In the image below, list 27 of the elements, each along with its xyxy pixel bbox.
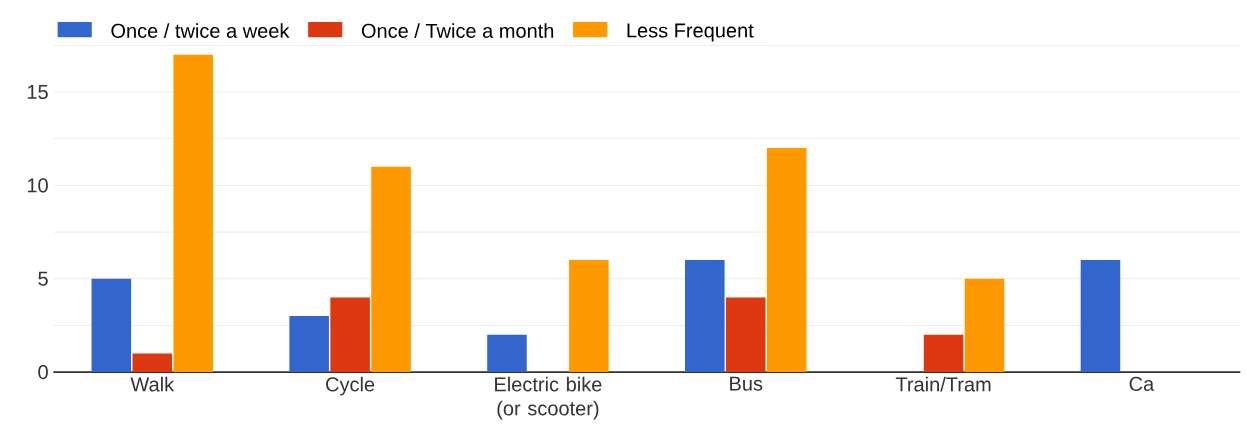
y-tick-label: 5 (38, 271, 48, 286)
bar (487, 334, 527, 372)
x-tick-label: Ca (1129, 376, 1155, 391)
y-tick-label: 15 (27, 84, 48, 99)
bar (766, 147, 807, 372)
x-tick-label: Walk (130, 376, 175, 392)
bar (685, 259, 725, 372)
bar (371, 166, 411, 372)
y-tick-label: 10 (27, 178, 48, 193)
y-tick-label: 0 (38, 364, 48, 379)
bar (923, 334, 964, 372)
bar (91, 278, 132, 372)
bar (569, 259, 609, 372)
bar (132, 353, 173, 372)
legend-label: Once / twice a week (111, 23, 290, 38)
x-tick-label: Bus (730, 376, 763, 391)
x-tick-label: Cycle (326, 376, 375, 396)
bar (725, 297, 766, 372)
x-tick-label: Electric bike (or scooter) (495, 376, 602, 420)
bar (289, 315, 329, 372)
x-tick-label: Train/Tram (895, 376, 991, 392)
legend-label: Less Frequent (627, 23, 754, 42)
bar (964, 278, 1005, 372)
bar (330, 297, 370, 372)
bar (173, 54, 214, 372)
legend-label: Once / Twice a month (361, 23, 554, 38)
bar (1080, 259, 1121, 372)
